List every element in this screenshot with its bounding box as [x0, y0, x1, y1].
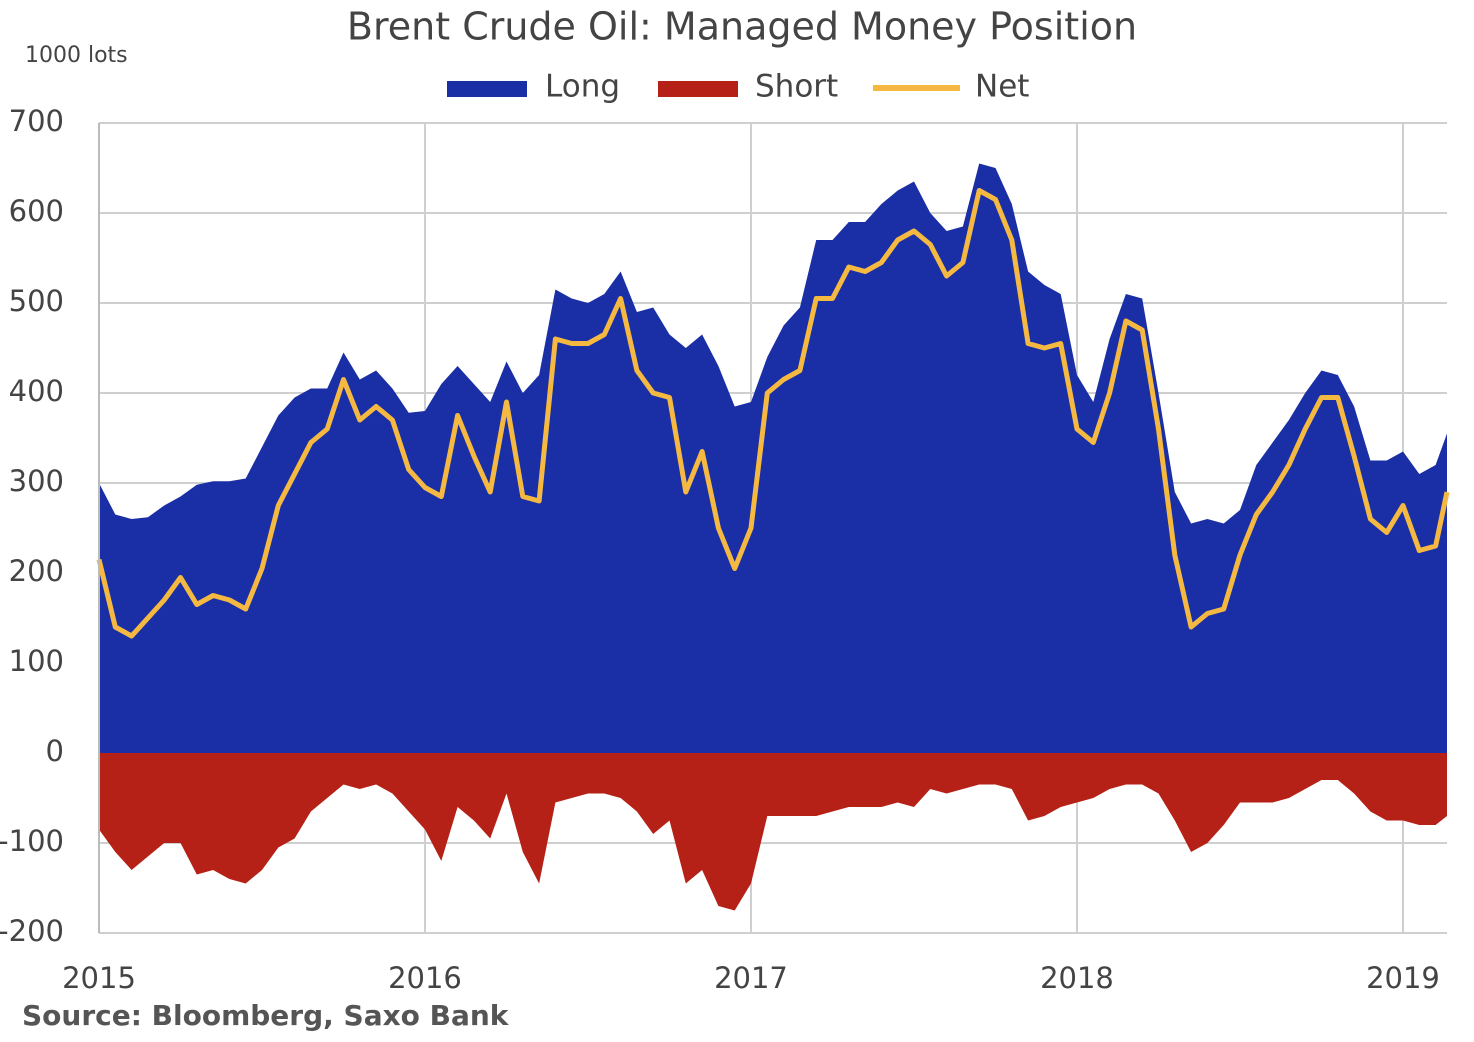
- x-tick-label: 2016: [388, 961, 462, 995]
- y-tick-label: -200: [0, 914, 64, 948]
- legend-label: Long: [545, 69, 620, 105]
- net-line: [96, 188, 1450, 639]
- area: [99, 163, 1447, 753]
- legend-label: Net: [975, 69, 1029, 105]
- y-tick-label: 100: [9, 644, 64, 678]
- y-tick-label: 200: [9, 554, 64, 588]
- y-tick-label: 600: [9, 194, 64, 228]
- area: [99, 753, 1447, 911]
- y-axis-label: 1000 lots: [25, 43, 128, 68]
- x-tick-label: 2018: [1040, 961, 1114, 995]
- legend-label: Short: [755, 69, 838, 105]
- x-tick-label: 2019: [1366, 961, 1440, 995]
- x-tick-label: 2017: [714, 961, 788, 995]
- y-tick-label: -100: [0, 824, 64, 858]
- y-tick-label: 300: [9, 464, 64, 498]
- legend: Long Short Net: [447, 69, 1029, 105]
- chart-title: Brent Crude Oil: Managed Money Position: [347, 5, 1137, 49]
- y-tick-label: 500: [9, 284, 64, 318]
- legend-swatch: [658, 81, 738, 97]
- y-tick-label: 400: [9, 374, 64, 408]
- x-tick-label: 2015: [62, 961, 136, 995]
- y-tick-label: 0: [46, 734, 64, 768]
- legend-swatch: [447, 81, 527, 97]
- y-tick-label: 700: [9, 104, 64, 138]
- source-note: Source: Bloomberg, Saxo Bank: [22, 999, 510, 1032]
